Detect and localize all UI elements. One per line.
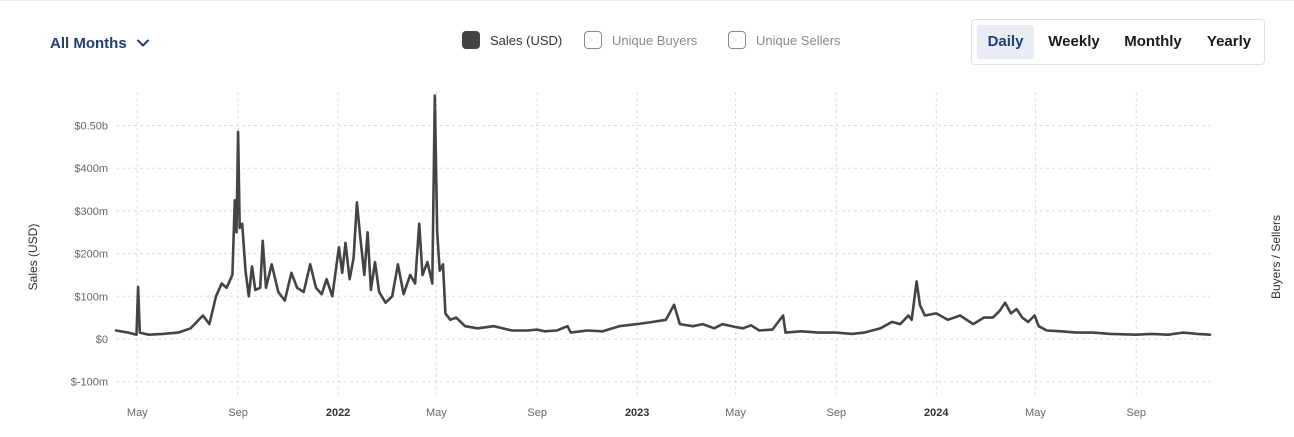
y-tick-label: $0: [96, 334, 108, 346]
x-tick-label: May: [725, 407, 746, 419]
x-tick-label: 2024: [924, 407, 949, 419]
legend-sales-label: Sales (USD): [490, 32, 563, 48]
period-daily-button[interactable]: Daily: [977, 25, 1034, 59]
x-axis-ticks: May Sep 2022 May Sep 2023 May Sep 2024 May Sep: [127, 407, 1146, 419]
series-line-sales: [114, 94, 1212, 336]
x-tick-label: Sep: [1126, 407, 1146, 419]
x-tick-label: Sep: [228, 407, 248, 419]
y-axis-ticks: $-100m $0 $100m $200m $300m $400m $0.50b: [71, 121, 108, 389]
x-tick-label: 2022: [326, 407, 350, 419]
x-tick-label: May: [426, 407, 447, 419]
period-selector: Daily Weekly Monthly Yearly: [971, 19, 1265, 65]
y-tick-label: $-100m: [71, 377, 108, 389]
series-lines: [114, 94, 1212, 336]
period-yearly-button[interactable]: Yearly: [1206, 33, 1252, 50]
x-tick-label: May: [127, 407, 148, 419]
period-monthly-button[interactable]: Monthly: [1124, 33, 1182, 50]
legend-sellers-toggle[interactable]: Unique Sellers: [728, 31, 841, 49]
month-filter-dropdown[interactable]: All Months: [50, 31, 151, 55]
legend-buyers-toggle[interactable]: Unique Buyers: [584, 31, 697, 49]
period-weekly-button[interactable]: Weekly: [1048, 33, 1100, 50]
x-tick-label: Sep: [527, 407, 547, 419]
sales-checkbox[interactable]: [462, 31, 480, 49]
chart-grid: [116, 92, 1210, 397]
y-tick-label: $100m: [74, 291, 108, 303]
legend-sellers-label: Unique Sellers: [756, 32, 841, 48]
month-filter-label: All Months: [50, 34, 127, 52]
x-tick-label: 2023: [625, 407, 649, 419]
y-tick-label: $0.50b: [74, 121, 108, 133]
y-tick-label: $200m: [74, 249, 108, 261]
top-divider: [0, 0, 1294, 1]
y-tick-label: $300m: [74, 206, 108, 218]
x-tick-label: Sep: [827, 407, 847, 419]
y-tick-label: $400m: [74, 163, 108, 175]
buyers-checkbox[interactable]: [584, 31, 602, 49]
legend-sales-toggle[interactable]: Sales (USD): [462, 31, 562, 49]
x-tick-label: May: [1025, 407, 1046, 419]
sellers-checkbox[interactable]: [728, 31, 746, 49]
legend-buyers-label: Unique Buyers: [612, 32, 698, 48]
chevron-down-icon: [136, 39, 149, 47]
